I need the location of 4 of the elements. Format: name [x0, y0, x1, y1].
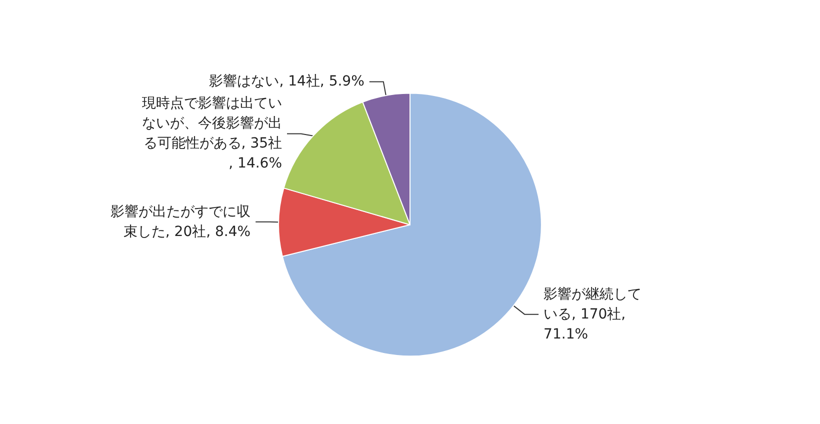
- slice-label: 影響が出たがすでに収束した, 20社, 8.4%: [110, 204, 251, 240]
- slice-label: 影響が継続している, 170社, 71.1%: [544, 286, 642, 342]
- slice-label: 影響はない, 14社, 5.9%: [209, 74, 364, 90]
- slice-label: 現時点で影響は出ていないが、今後影響が出る可能性がある, 35社, 14.6%: [142, 96, 282, 172]
